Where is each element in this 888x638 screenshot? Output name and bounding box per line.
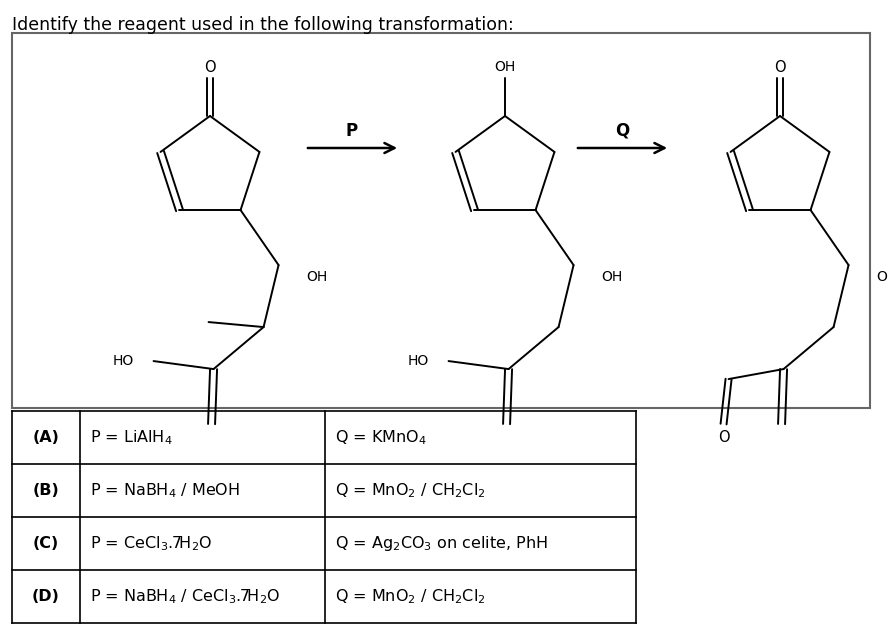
Text: (C): (C) <box>33 536 59 551</box>
Text: O: O <box>774 59 786 75</box>
Text: OH: OH <box>306 270 328 284</box>
Text: Q = Ag$_2$CO$_3$ on celite, PhH: Q = Ag$_2$CO$_3$ on celite, PhH <box>335 534 548 553</box>
Text: HO: HO <box>112 354 133 368</box>
Text: Identify the reagent used in the following transformation:: Identify the reagent used in the followi… <box>12 16 514 34</box>
Text: O: O <box>718 429 729 445</box>
Text: (B): (B) <box>33 483 59 498</box>
Text: O: O <box>204 59 216 75</box>
Text: Q = KMnO$_4$: Q = KMnO$_4$ <box>335 428 427 447</box>
Text: (A): (A) <box>33 430 59 445</box>
Text: Q = MnO$_2$ / CH$_2$Cl$_2$: Q = MnO$_2$ / CH$_2$Cl$_2$ <box>335 587 486 606</box>
Text: P: P <box>346 122 358 140</box>
Text: Q = MnO$_2$ / CH$_2$Cl$_2$: Q = MnO$_2$ / CH$_2$Cl$_2$ <box>335 481 486 500</box>
Text: OH: OH <box>876 270 888 284</box>
Bar <box>12 33 870 408</box>
Text: P = NaBH$_4$ / CeCl$_3$.7H$_2$O: P = NaBH$_4$ / CeCl$_3$.7H$_2$O <box>90 587 281 606</box>
Text: P = LiAlH$_4$: P = LiAlH$_4$ <box>90 428 172 447</box>
Text: P = NaBH$_4$ / MeOH: P = NaBH$_4$ / MeOH <box>90 481 240 500</box>
Text: OH: OH <box>601 270 622 284</box>
Text: OH: OH <box>495 60 516 74</box>
Text: Q: Q <box>614 122 629 140</box>
Text: (D): (D) <box>32 589 59 604</box>
Text: P = CeCl$_3$.7H$_2$O: P = CeCl$_3$.7H$_2$O <box>90 534 212 553</box>
Text: HO: HO <box>408 354 429 368</box>
